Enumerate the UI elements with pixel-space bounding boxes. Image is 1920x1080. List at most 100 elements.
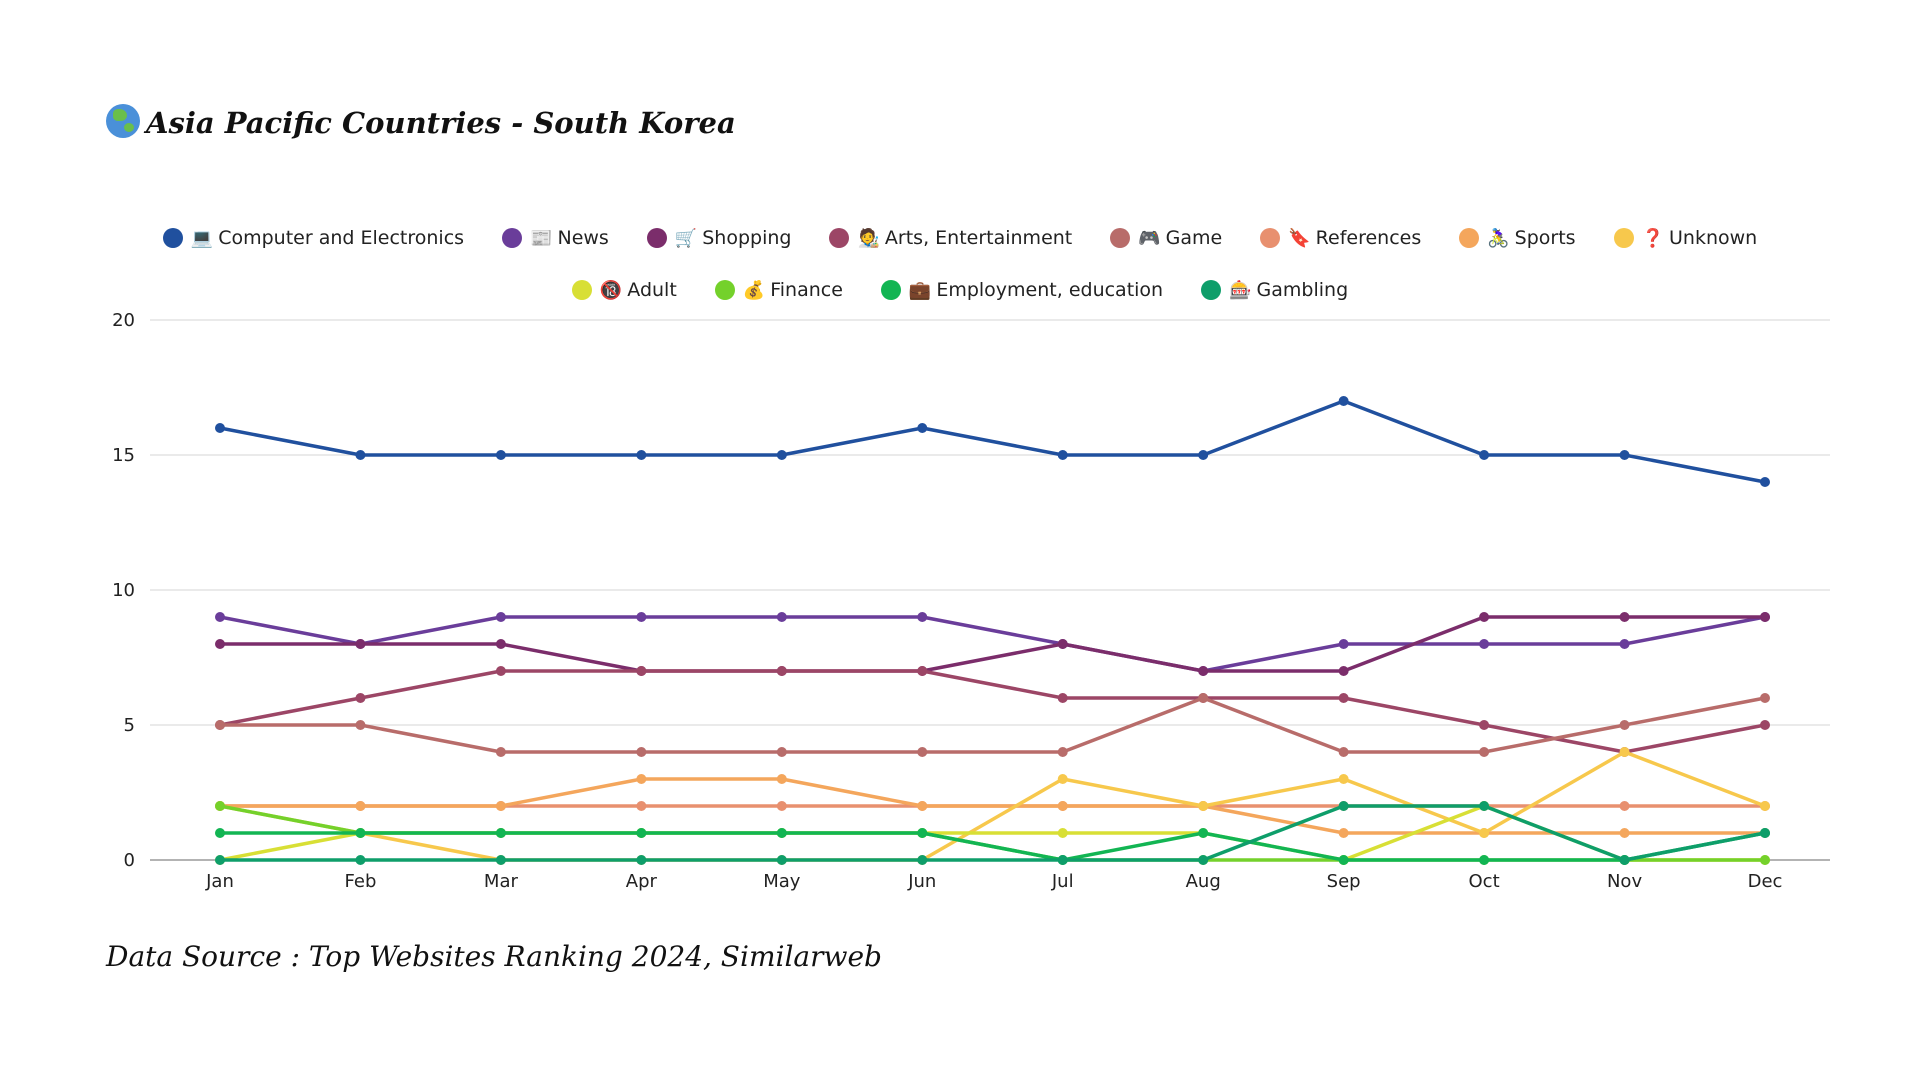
data-point[interactable] (1057, 801, 1068, 811)
data-point[interactable] (1198, 450, 1209, 460)
data-point[interactable] (1619, 720, 1630, 730)
data-point[interactable] (1619, 855, 1630, 865)
legend-item[interactable]: 🚴‍♀️ Sports (1459, 227, 1576, 249)
data-point[interactable] (1760, 855, 1770, 865)
data-point[interactable] (636, 855, 647, 865)
data-point[interactable] (1479, 828, 1490, 838)
data-point[interactable] (215, 855, 225, 865)
data-point[interactable] (1760, 720, 1770, 730)
data-point[interactable] (636, 828, 647, 838)
data-point[interactable] (1057, 855, 1068, 865)
data-point[interactable] (215, 423, 225, 433)
data-point[interactable] (1619, 828, 1630, 838)
data-point[interactable] (495, 801, 506, 811)
data-point[interactable] (1198, 801, 1209, 811)
data-point[interactable] (1057, 828, 1068, 838)
legend-item[interactable]: 💰 Finance (714, 279, 843, 301)
data-point[interactable] (495, 639, 506, 649)
data-point[interactable] (776, 450, 787, 460)
data-point[interactable] (1619, 747, 1630, 757)
data-point[interactable] (1338, 855, 1349, 865)
legend-item[interactable]: 💻 Computer and Electronics (162, 227, 464, 249)
data-point[interactable] (495, 747, 506, 757)
legend-item[interactable]: 🎰 Gambling (1201, 279, 1348, 301)
data-point[interactable] (776, 774, 787, 784)
legend-item[interactable]: 🎮 Game (1110, 227, 1222, 249)
legend-item[interactable]: 💼 Employment, education (880, 279, 1163, 301)
data-point[interactable] (1760, 693, 1770, 703)
data-point[interactable] (776, 855, 787, 865)
data-point[interactable] (1479, 747, 1490, 757)
data-point[interactable] (636, 612, 647, 622)
data-point[interactable] (1057, 450, 1068, 460)
data-point[interactable] (1338, 639, 1349, 649)
data-point[interactable] (215, 720, 225, 730)
data-point[interactable] (1057, 747, 1068, 757)
legend-item[interactable]: 🔖 References (1260, 227, 1421, 249)
data-point[interactable] (917, 666, 928, 676)
data-point[interactable] (917, 423, 928, 433)
data-point[interactable] (215, 612, 225, 622)
data-point[interactable] (1198, 693, 1209, 703)
data-point[interactable] (495, 612, 506, 622)
legend-item[interactable]: 🔞 Adult (571, 279, 677, 301)
data-point[interactable] (1338, 801, 1349, 811)
data-point[interactable] (1760, 612, 1770, 622)
data-point[interactable] (355, 639, 366, 649)
data-point[interactable] (776, 612, 787, 622)
data-point[interactable] (215, 801, 225, 811)
data-point[interactable] (917, 612, 928, 622)
data-point[interactable] (215, 639, 225, 649)
data-point[interactable] (1760, 828, 1770, 838)
data-point[interactable] (636, 801, 647, 811)
data-point[interactable] (495, 666, 506, 676)
legend-item[interactable]: 🛒 Shopping (646, 227, 791, 249)
data-point[interactable] (1338, 396, 1349, 406)
data-point[interactable] (1479, 801, 1490, 811)
data-point[interactable] (917, 801, 928, 811)
data-point[interactable] (1619, 450, 1630, 460)
data-point[interactable] (917, 828, 928, 838)
data-point[interactable] (215, 828, 225, 838)
data-point[interactable] (1479, 855, 1490, 865)
data-point[interactable] (636, 666, 647, 676)
data-point[interactable] (1619, 612, 1630, 622)
data-point[interactable] (1479, 639, 1490, 649)
data-point[interactable] (495, 855, 506, 865)
data-point[interactable] (1338, 828, 1349, 838)
data-point[interactable] (917, 855, 928, 865)
data-point[interactable] (1479, 720, 1490, 730)
data-point[interactable] (495, 828, 506, 838)
data-point[interactable] (1479, 450, 1490, 460)
data-point[interactable] (917, 747, 928, 757)
legend-item[interactable]: 🧑‍🎨 Arts, Entertainment (829, 227, 1072, 249)
data-point[interactable] (355, 855, 366, 865)
data-point[interactable] (1338, 774, 1349, 784)
data-point[interactable] (776, 801, 787, 811)
data-point[interactable] (1760, 801, 1770, 811)
data-point[interactable] (636, 747, 647, 757)
data-point[interactable] (1198, 828, 1209, 838)
data-point[interactable] (355, 693, 366, 703)
data-point[interactable] (1057, 639, 1068, 649)
data-point[interactable] (1619, 639, 1630, 649)
data-point[interactable] (1338, 747, 1349, 757)
data-point[interactable] (636, 450, 647, 460)
data-point[interactable] (776, 666, 787, 676)
data-point[interactable] (1198, 666, 1209, 676)
legend-item[interactable]: 📰 News (502, 227, 609, 249)
data-point[interactable] (355, 720, 366, 730)
legend-item[interactable]: ❓ Unknown (1613, 227, 1757, 249)
data-point[interactable] (1198, 855, 1209, 865)
data-point[interactable] (1338, 666, 1349, 676)
data-point[interactable] (355, 450, 366, 460)
data-point[interactable] (1057, 774, 1068, 784)
data-point[interactable] (355, 828, 366, 838)
data-point[interactable] (1479, 612, 1490, 622)
data-point[interactable] (1338, 693, 1349, 703)
data-point[interactable] (776, 828, 787, 838)
data-point[interactable] (355, 801, 366, 811)
data-point[interactable] (1619, 801, 1630, 811)
data-point[interactable] (776, 747, 787, 757)
data-point[interactable] (495, 450, 506, 460)
